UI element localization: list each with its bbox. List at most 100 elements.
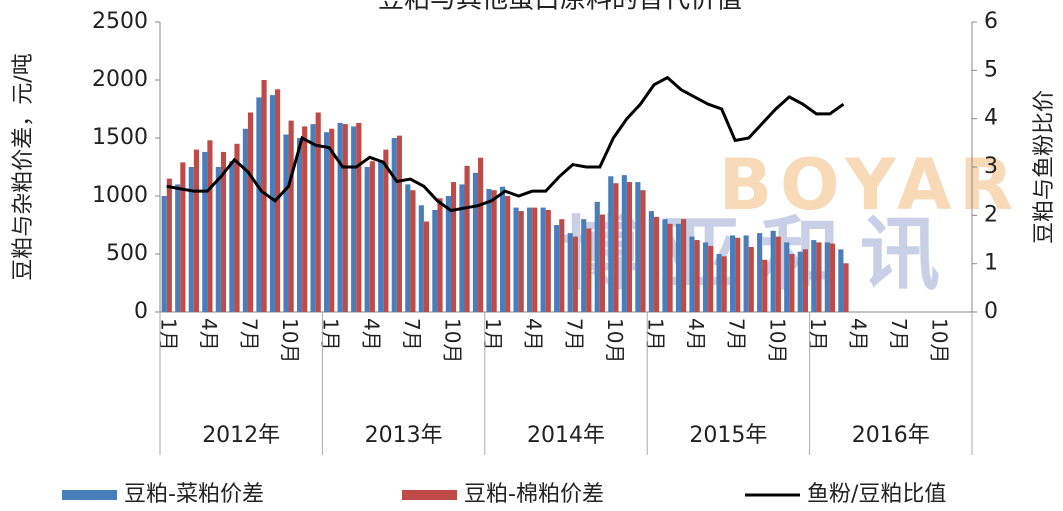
bar bbox=[329, 128, 335, 312]
bar bbox=[626, 182, 633, 312]
y2-tick-label: 4 bbox=[984, 106, 998, 131]
bar bbox=[356, 122, 362, 312]
legend-swatch bbox=[402, 490, 457, 500]
bar bbox=[586, 228, 592, 312]
bar bbox=[256, 97, 262, 313]
bar bbox=[342, 124, 348, 312]
bar bbox=[464, 165, 470, 312]
bar bbox=[288, 120, 294, 312]
chart-title: 豆粕与其他蛋白原料的替代价值 bbox=[378, 0, 742, 15]
bar bbox=[369, 161, 375, 312]
bar bbox=[418, 205, 424, 312]
x-tick-label: 10月 bbox=[278, 318, 302, 363]
bar bbox=[554, 225, 560, 312]
bar bbox=[486, 189, 492, 312]
legend-label: 鱼粉/豆粕比值 bbox=[807, 482, 946, 507]
bar bbox=[702, 242, 709, 312]
bar bbox=[175, 184, 181, 312]
bar bbox=[802, 249, 808, 312]
bar bbox=[518, 211, 524, 312]
bar bbox=[491, 190, 497, 312]
x-tick-label: 7月 bbox=[562, 318, 586, 351]
bar bbox=[675, 223, 682, 312]
bar bbox=[383, 149, 389, 312]
bar bbox=[681, 219, 687, 312]
bar bbox=[161, 196, 167, 312]
bar bbox=[499, 186, 506, 312]
y2-tick-label: 2 bbox=[984, 202, 998, 227]
bar bbox=[315, 112, 321, 312]
bar bbox=[824, 242, 830, 312]
watermark: BOYAR bbox=[719, 144, 1021, 226]
bar bbox=[261, 80, 267, 312]
bar bbox=[581, 219, 587, 312]
bar bbox=[838, 249, 844, 312]
y2-tick-label: 6 bbox=[984, 9, 998, 34]
legend-label: 豆粕-棉粕价差 bbox=[464, 482, 604, 507]
bar bbox=[635, 182, 641, 312]
bar bbox=[432, 209, 438, 312]
bar bbox=[450, 182, 457, 312]
bar bbox=[337, 122, 343, 312]
bar bbox=[667, 223, 673, 312]
bar bbox=[843, 263, 849, 312]
y-tick-label: 2000 bbox=[92, 67, 148, 92]
y2-tick-label: 1 bbox=[984, 251, 998, 276]
bar bbox=[775, 236, 781, 312]
bar bbox=[572, 236, 578, 312]
bar bbox=[545, 209, 551, 312]
bar bbox=[207, 140, 213, 312]
y-tick-label: 2500 bbox=[92, 9, 148, 34]
bar bbox=[472, 172, 479, 312]
bar bbox=[505, 196, 511, 312]
x-tick-label: 7月 bbox=[887, 318, 911, 351]
bar bbox=[391, 138, 397, 312]
bar bbox=[193, 149, 199, 312]
line bbox=[166, 75, 845, 213]
bar bbox=[594, 201, 600, 312]
bar bbox=[748, 247, 754, 312]
bar bbox=[478, 157, 484, 312]
bar bbox=[762, 259, 768, 312]
bar bbox=[735, 237, 741, 312]
bar bbox=[459, 184, 465, 312]
bar bbox=[784, 242, 790, 312]
bar bbox=[180, 162, 186, 312]
bar bbox=[410, 190, 416, 312]
bar bbox=[797, 251, 803, 312]
bar bbox=[811, 240, 817, 312]
y-axis-label: 豆粕与杂粕价差，元/吨 bbox=[11, 53, 36, 280]
bar bbox=[220, 151, 227, 312]
y2-tick-label: 3 bbox=[984, 154, 998, 179]
bar bbox=[513, 207, 519, 312]
x-tick-label: 7月 bbox=[237, 318, 261, 351]
y-tick-label: 1500 bbox=[92, 125, 148, 150]
bar bbox=[757, 233, 763, 312]
bar bbox=[689, 236, 695, 312]
x-tick-label: 4月 bbox=[684, 318, 708, 351]
bar bbox=[275, 89, 281, 312]
x-tick-label: 4月 bbox=[359, 318, 383, 351]
year-label: 2012年 bbox=[202, 423, 280, 448]
bar bbox=[437, 198, 443, 312]
y2-axis-label: 豆粕与鱼粉比价 bbox=[1032, 90, 1057, 244]
bar bbox=[648, 211, 654, 312]
bar bbox=[743, 235, 749, 312]
bar bbox=[621, 175, 627, 312]
bar bbox=[229, 161, 235, 312]
bar bbox=[694, 240, 700, 312]
y2-tick-label: 5 bbox=[984, 57, 998, 82]
bar bbox=[613, 183, 619, 312]
bar bbox=[567, 233, 573, 312]
x-tick-label: 4月 bbox=[522, 318, 546, 351]
bar bbox=[234, 143, 240, 312]
legend-swatch bbox=[62, 490, 117, 500]
bar bbox=[640, 190, 646, 312]
bar bbox=[653, 216, 660, 312]
bar bbox=[247, 112, 254, 312]
bar bbox=[302, 126, 308, 313]
bar bbox=[662, 219, 668, 312]
bar bbox=[188, 167, 194, 312]
bar bbox=[527, 207, 533, 312]
